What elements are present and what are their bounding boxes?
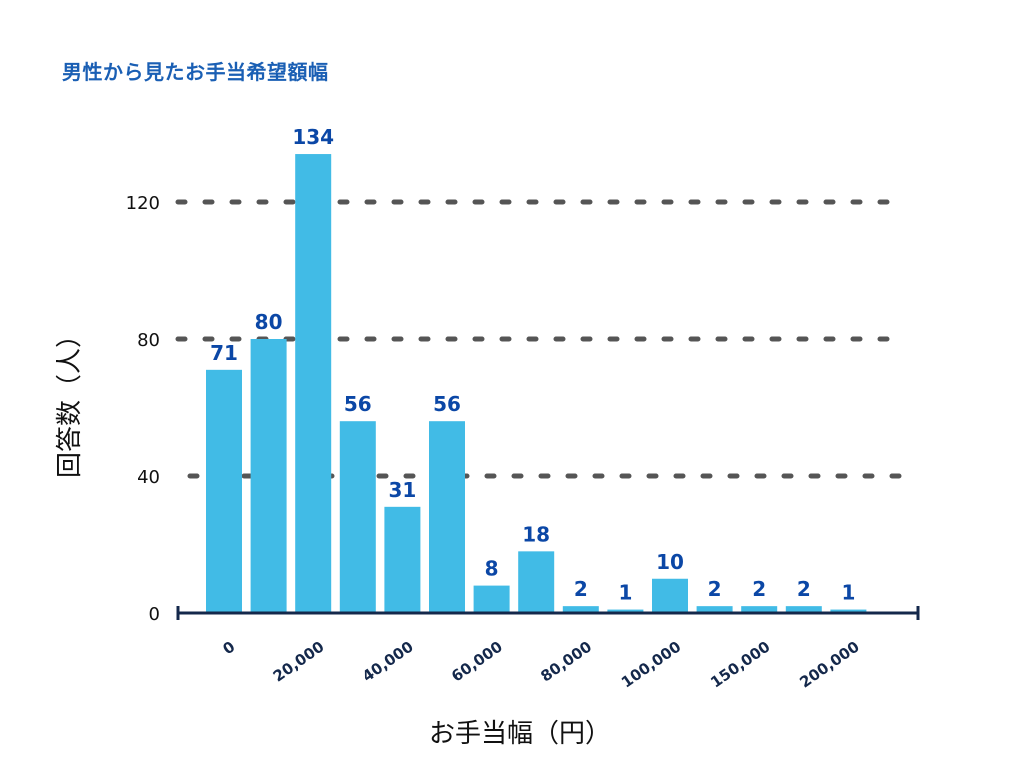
bar (384, 506, 421, 613)
data-label: 8 (485, 557, 499, 581)
x-tick-label: 60,000 (448, 638, 506, 686)
data-label: 80 (255, 310, 283, 334)
bar (295, 154, 332, 614)
x-tick-label: 150,000 (707, 638, 773, 692)
data-label: 56 (344, 392, 372, 416)
data-label: 2 (574, 577, 588, 601)
x-tick-label: 80,000 (537, 638, 595, 686)
data-label: 1 (618, 581, 632, 605)
x-tick-label: 200,000 (796, 638, 862, 692)
bar (250, 339, 287, 613)
chart-title: 男性から見たお手当希望額幅 (62, 60, 329, 84)
data-label: 2 (708, 577, 722, 601)
data-label: 10 (656, 550, 684, 574)
data-label: 134 (292, 125, 334, 149)
x-tick-labels: 0 20,000 40,000 60,000 80,000 100,000 150,000 2… (219, 638, 862, 692)
bar (785, 606, 822, 613)
y-tick-labels: 0 40 80 120 (126, 193, 160, 625)
x-tick-label: 40,000 (359, 638, 417, 686)
y-tick-label: 80 (137, 330, 160, 351)
data-label: 1 (841, 581, 855, 605)
x-tick-label: 20,000 (270, 638, 328, 686)
bar (741, 606, 778, 613)
data-label: 31 (388, 478, 416, 502)
data-label: 71 (210, 341, 238, 365)
y-tick-label: 120 (126, 193, 160, 214)
data-label: 18 (522, 522, 550, 546)
data-label: 56 (433, 392, 461, 416)
y-tick-label: 0 (149, 604, 160, 625)
bars (206, 154, 867, 614)
x-axis (176, 606, 920, 620)
bar (518, 551, 555, 613)
x-tick-label: 100,000 (618, 638, 684, 692)
y-axis-title: 回答数（人） (55, 322, 85, 478)
bar (473, 585, 510, 613)
x-tick-label: 0 (219, 638, 238, 659)
data-label: 2 (797, 577, 811, 601)
bar (652, 578, 688, 613)
bar (429, 421, 465, 613)
bar (830, 609, 867, 613)
bar (696, 606, 733, 613)
y-tick-label: 40 (137, 467, 160, 488)
bar (562, 606, 599, 613)
bar (339, 421, 376, 613)
data-label: 2 (752, 577, 766, 601)
gridlines (175, 199, 908, 479)
bar (206, 369, 242, 613)
x-axis-title: お手当幅（円） (429, 719, 611, 749)
data-labels: 71 80 134 56 31 56 8 18 2 1 10 2 2 2 1 (210, 125, 855, 605)
bar (607, 609, 644, 613)
